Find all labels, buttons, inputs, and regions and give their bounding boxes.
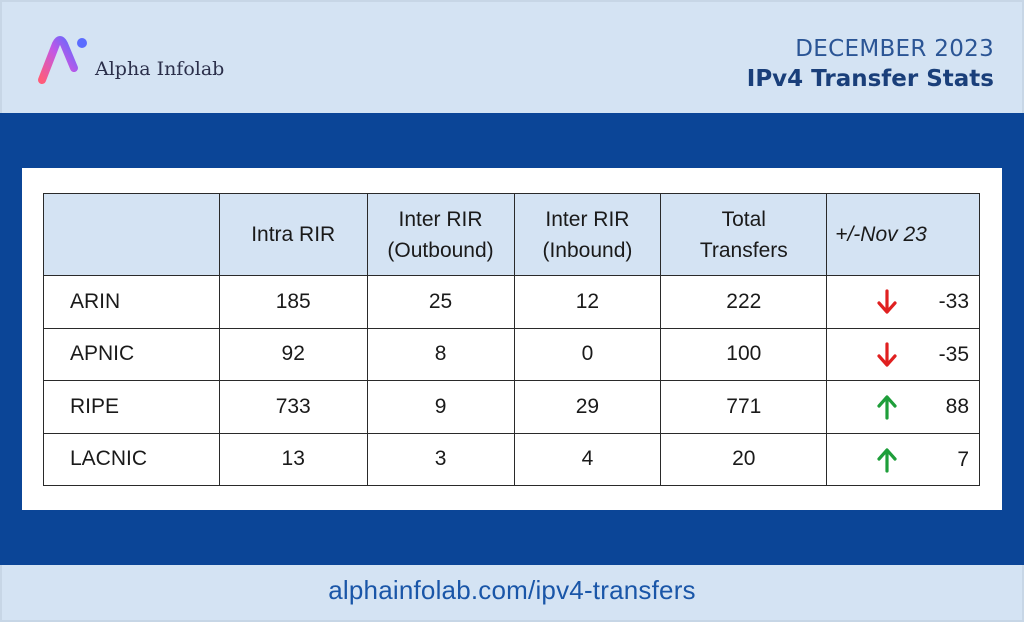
footer-url[interactable]: alphainfolab.com/ipv4-transfers [328, 575, 696, 605]
inter-inbound-cell: 4 [513, 432, 662, 486]
column-header-change: +/-Nov 23 [826, 193, 980, 276]
header-title: IPv4 Transfer Stats [746, 66, 994, 92]
inter-inbound-cell: 29 [513, 380, 662, 434]
change-value: -33 [938, 290, 969, 313]
arrow-up-icon [877, 447, 897, 473]
total-transfers-cell: 20 [660, 432, 828, 486]
inter-inbound-cell: 12 [513, 275, 662, 329]
table-row: RIPE 733 9 29 771 88 [43, 380, 980, 434]
region-cell: APNIC [43, 327, 220, 381]
header-month: DECEMBER 2023 [795, 36, 994, 62]
header: DECEMBER 2023 IPv4 Transfer Stats [747, 36, 994, 92]
table-header-row: Intra RIR Inter RIR (Outbound) Inter RIR(… [43, 193, 980, 276]
brand-name: Alpha Infolab [95, 58, 225, 80]
column-header-intra: Intra RIR [218, 193, 368, 276]
change-cell: 7 [826, 432, 980, 486]
change-cell: -35 [826, 327, 980, 381]
region-cell: LACNIC [43, 432, 220, 486]
inter-outbound-cell: 9 [366, 380, 515, 434]
alpha-infolab-logo-icon [38, 36, 87, 84]
total-transfers-cell: 100 [660, 327, 828, 381]
intra-rir-cell: 185 [218, 275, 368, 329]
intra-rir-cell: 92 [218, 327, 368, 381]
intra-rir-cell: 733 [218, 380, 368, 434]
inter-inbound-cell: 0 [513, 327, 662, 381]
table-row: ARIN 185 25 12 222 -33 [43, 275, 980, 329]
column-header-region [43, 193, 220, 276]
region-cell: RIPE [43, 380, 220, 434]
arrow-down-icon [877, 341, 897, 367]
inter-outbound-cell: 3 [366, 432, 515, 486]
column-header-inbound: Inter RIR (Inbound) [513, 193, 662, 276]
arrow-up-icon [877, 395, 897, 420]
change-value: 88 [945, 395, 969, 418]
total-transfers-cell: 771 [660, 380, 828, 434]
region-cell: ARIN [43, 275, 220, 329]
ipv4-transfer-table: Intra RIR Inter RIR (Outbound) Inter RIR(… [43, 193, 980, 486]
table-row: APNIC 92 8 0 100 -35 [43, 327, 980, 381]
table-row: LACNIC 13 3 4 20 7 [43, 432, 980, 486]
arrow-down-icon [877, 289, 897, 314]
change-value: -35 [938, 342, 969, 366]
intra-rir-cell: 13 [218, 432, 368, 486]
change-value: 7 [957, 447, 969, 471]
total-transfers-cell: 222 [660, 275, 828, 329]
change-cell: 88 [826, 380, 980, 434]
inter-outbound-cell: 8 [366, 327, 515, 381]
inter-outbound-cell: 25 [366, 275, 515, 329]
change-cell: -33 [826, 275, 980, 329]
column-header-total: Total Transfers [660, 193, 828, 276]
column-header-outbound: Inter RIR (Outbound) [366, 193, 515, 276]
